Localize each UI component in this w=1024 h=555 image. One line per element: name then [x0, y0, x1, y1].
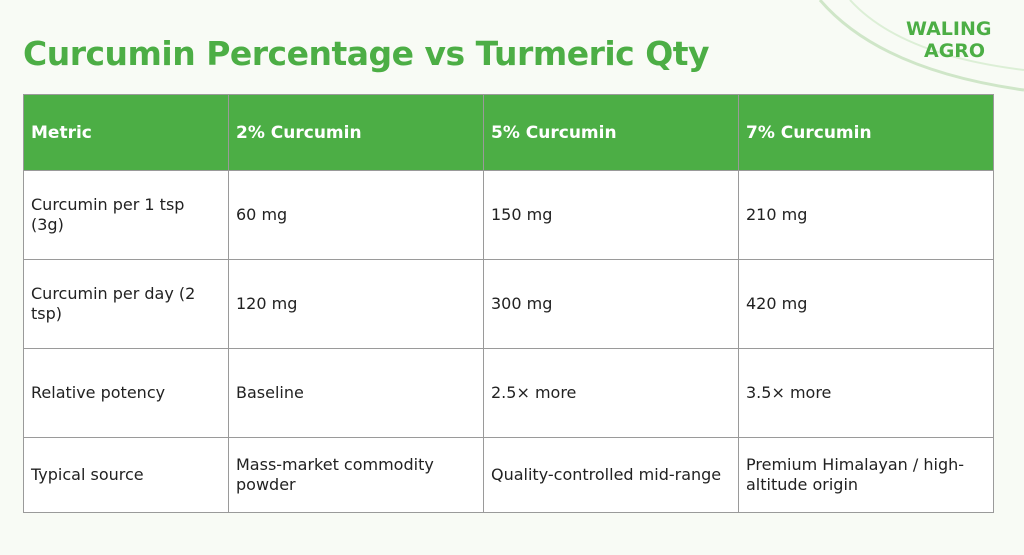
table-cell: 150 mg — [483, 170, 739, 260]
table-row: Curcumin per day (2 tsp) 120 mg 300 mg 420 … — [23, 259, 994, 349]
column-header: 5% Curcumin — [483, 94, 739, 171]
table-cell: Baseline — [228, 348, 484, 438]
column-header: Metric — [23, 94, 229, 171]
header-row: Metric 2% Curcumin 5% Curcumin 7% Curcumin — [23, 94, 994, 171]
decor-arc — [818, 0, 1024, 92]
table-cell: Typical source — [23, 437, 229, 513]
table-row: Curcumin per 1 tsp (3g) 60 mg 150 mg 210 mg — [23, 170, 994, 260]
table-cell: Curcumin per 1 tsp (3g) — [23, 170, 229, 260]
table-cell: 210 mg — [738, 170, 994, 260]
table-body: Curcumin per 1 tsp (3g) 60 mg 150 mg 210 mg… — [23, 170, 994, 513]
table-row: Relative potency Baseline 2.5× more 3.5× mo… — [23, 348, 994, 438]
table-cell: Quality-controlled mid-range — [483, 437, 739, 513]
logo-line: AGRO — [924, 40, 986, 62]
table-cell: 120 mg — [228, 259, 484, 349]
column-header: 2% Curcumin — [228, 94, 484, 171]
table-cell: Mass-market commodity powder — [228, 437, 484, 513]
table-cell: Relative potency — [23, 348, 229, 438]
title: Curcumin Percentage vs Turmeric Qty — [23, 34, 710, 73]
table-cell: 60 mg — [228, 170, 484, 260]
logo-line: WALING — [906, 18, 992, 40]
table-cell: Curcumin per day (2 tsp) — [23, 259, 229, 349]
comparison-table: Metric 2% Curcumin 5% Curcumin 7% Curcumin … — [23, 94, 994, 513]
table-row: Typical source Mass-market commodity powd… — [23, 437, 994, 513]
table-cell: 300 mg — [483, 259, 739, 349]
table-cell: Premium Himalayan / high-altitude origin — [738, 437, 994, 513]
table-cell: 3.5× more — [738, 348, 994, 438]
table-cell: 420 mg — [738, 259, 994, 349]
column-header: 7% Curcumin — [738, 94, 994, 171]
logo: WALING AGRO — [906, 18, 991, 62]
table-cell: 2.5× more — [483, 348, 739, 438]
